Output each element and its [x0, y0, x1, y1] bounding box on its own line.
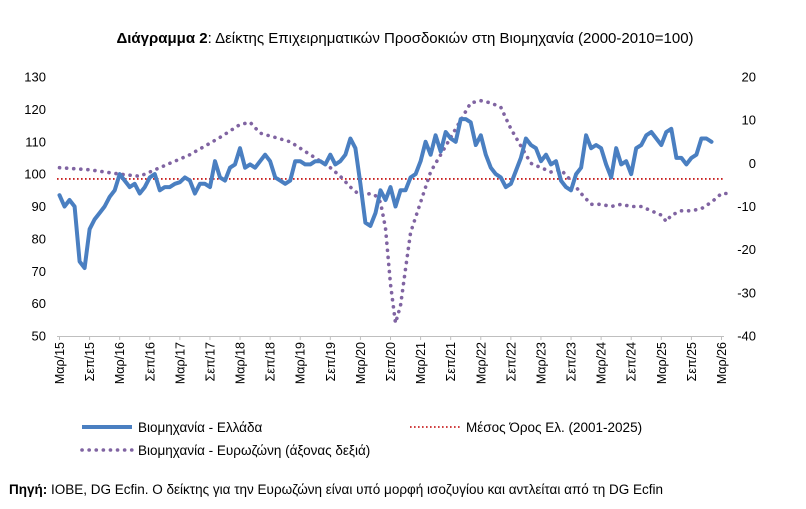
chart-title: Διάγραμμα 2: Δείκτης Επιχειρηματικών Προ…	[116, 30, 693, 47]
x-tick-label: Μαρ/23	[534, 342, 548, 384]
x-axis: Μαρ/15 Σεπ/15 Μαρ/16 Σεπ/16 Μαρ/17 Σεπ/17 Μαρ/…	[53, 336, 729, 384]
y-left-tick-label: 100	[24, 167, 46, 182]
x-tick-label: Σεπ/23	[565, 342, 579, 381]
x-tick-label: Σεπ/17	[203, 342, 217, 381]
x-tick-label: Σεπ/25	[685, 342, 699, 381]
left-axis: 130 120 110 100 90 80 70 60 50	[24, 70, 46, 344]
x-tick-label: Μαρ/16	[113, 342, 127, 384]
y-left-tick-label: 90	[32, 199, 46, 214]
x-tick-label: Μαρ/15	[53, 342, 67, 384]
y-left-tick-label: 110	[25, 134, 46, 149]
y-right-tick-label: -20	[737, 242, 756, 257]
x-tick-label: Μαρ/22	[474, 342, 488, 384]
legend-label-greece: Βιομηχανία - Ελλάδα	[138, 420, 262, 435]
x-tick-label: Σεπ/16	[143, 342, 157, 381]
x-tick-label: Σεπ/19	[324, 342, 338, 381]
x-tick-label: Μαρ/19	[294, 342, 308, 384]
y-left-tick-label: 60	[32, 296, 46, 311]
x-tick-label: Μαρ/21	[414, 342, 428, 384]
y-right-tick-label: 10	[742, 113, 756, 128]
source-note-bold: Πηγή:	[9, 482, 47, 497]
x-tick-label: Σεπ/21	[444, 342, 458, 381]
legend-label-average: Μέσος Όρος Ελ. (2001-2025)	[466, 420, 642, 435]
x-tick-label: Σεπ/22	[504, 342, 518, 381]
chart-title-rest: : Δείκτης Επιχειρηματικών Προσδοκιών στη…	[208, 30, 694, 47]
x-tick-label: Σεπ/20	[384, 342, 398, 381]
plot-area	[57, 98, 729, 325]
greece-series-line	[57, 117, 714, 270]
eurozone-series-line	[57, 98, 729, 325]
y-left-tick-label: 70	[32, 264, 46, 279]
source-note-rest: ΙΟΒΕ, DG Ecfin. Ο δείκτης για την Ευρωζώ…	[47, 482, 663, 497]
x-tick-label: Μαρ/17	[173, 342, 187, 384]
chart-title-bold: Διάγραμμα 2	[116, 30, 207, 47]
x-tick-label: Σεπ/18	[264, 342, 278, 381]
x-tick-label: Μαρ/26	[715, 342, 729, 384]
y-right-tick-label: -40	[737, 329, 756, 344]
x-tick-label: Μαρ/20	[354, 342, 368, 384]
y-right-tick-label: -30	[737, 285, 756, 300]
x-tick-label: Μαρ/18	[234, 342, 248, 384]
legend: Βιομηχανία - Ελλάδα Μέσος Όρος Ελ. (2001…	[80, 420, 642, 458]
x-tick-label: Μαρ/24	[595, 342, 609, 384]
x-tick-label: Σεπ/15	[83, 342, 97, 381]
source-note: Πηγή: ΙΟΒΕ, DG Ecfin. Ο δείκτης για την …	[9, 482, 663, 497]
x-tick-label: Σεπ/24	[625, 342, 639, 381]
y-right-tick-label: 20	[742, 70, 756, 85]
legend-label-eurozone: Βιομηχανία - Ευρωζώνη (άξονας δεξιά)	[138, 443, 370, 458]
y-left-tick-label: 130	[24, 70, 46, 85]
y-left-tick-label: 80	[32, 231, 46, 246]
y-right-tick-label: 0	[749, 156, 756, 171]
y-left-tick-label: 50	[32, 329, 46, 344]
y-right-tick-label: -10	[737, 199, 756, 214]
right-axis: 20 10 0 -10 -20 -30 -40	[737, 70, 756, 344]
x-tick-label: Μαρ/25	[655, 342, 669, 384]
y-left-tick-label: 120	[24, 102, 46, 117]
